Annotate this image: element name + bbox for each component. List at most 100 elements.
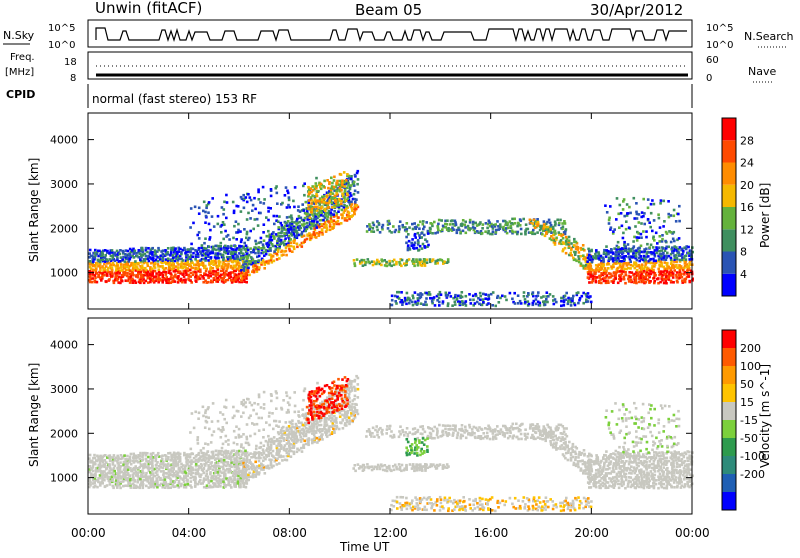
power-cell bbox=[675, 264, 678, 267]
power-cell bbox=[474, 222, 477, 225]
velocity-cell bbox=[171, 470, 174, 473]
power-cell bbox=[350, 201, 353, 204]
power-cell bbox=[306, 225, 309, 228]
power-cell bbox=[562, 241, 565, 244]
power-cell bbox=[447, 227, 450, 230]
velocity-cell bbox=[160, 470, 163, 473]
power-cell bbox=[357, 170, 360, 173]
power-cell bbox=[353, 181, 356, 184]
power-cell bbox=[260, 241, 263, 244]
power-cell bbox=[368, 261, 371, 264]
power-cell bbox=[431, 232, 434, 235]
power-cell bbox=[411, 301, 414, 304]
power-cell bbox=[647, 207, 650, 210]
power-cell bbox=[307, 186, 310, 189]
velocity-cell bbox=[204, 412, 207, 415]
power-cell bbox=[398, 261, 401, 264]
power-cell bbox=[432, 258, 435, 261]
power-cell bbox=[681, 253, 684, 256]
power-cell bbox=[564, 222, 567, 225]
power-cell bbox=[479, 299, 482, 302]
power-cell bbox=[441, 228, 444, 231]
power-cell bbox=[458, 229, 461, 232]
velocity-cell bbox=[186, 453, 189, 456]
velocity-cell bbox=[332, 428, 335, 431]
velocity-cell bbox=[248, 472, 251, 475]
power-cell bbox=[265, 253, 268, 256]
power-cell bbox=[186, 267, 189, 270]
velocity-cell bbox=[335, 425, 338, 428]
power-cell bbox=[438, 301, 441, 304]
power-cell bbox=[497, 295, 500, 298]
power-cell bbox=[464, 226, 467, 229]
power-cell bbox=[499, 226, 502, 229]
velocity-cell bbox=[348, 423, 351, 426]
power-cell bbox=[333, 179, 336, 182]
freq-label-1: Freq. bbox=[10, 52, 35, 63]
power-cell bbox=[484, 230, 487, 233]
power-cell bbox=[388, 260, 391, 263]
power-cell bbox=[259, 212, 262, 215]
power-cell bbox=[141, 274, 144, 277]
power-cell bbox=[675, 261, 678, 264]
power-cell bbox=[311, 199, 314, 202]
power-cell bbox=[672, 272, 675, 275]
power-cell bbox=[319, 219, 322, 222]
power-cell bbox=[105, 280, 108, 283]
velocity-cell bbox=[96, 455, 99, 458]
power-cell bbox=[438, 304, 441, 307]
power-cell bbox=[255, 243, 258, 246]
velocity-cell bbox=[209, 485, 212, 488]
power-cell bbox=[622, 208, 625, 211]
power-cell bbox=[673, 209, 676, 212]
power-cell bbox=[670, 241, 673, 244]
power-cell bbox=[332, 213, 335, 216]
velocity-cell bbox=[259, 457, 262, 460]
power-cell bbox=[589, 268, 592, 271]
power-cell bbox=[499, 223, 502, 226]
velocity-cell bbox=[202, 452, 205, 455]
power-cell bbox=[273, 215, 276, 218]
power-cell bbox=[354, 190, 357, 193]
power-cell bbox=[415, 247, 418, 250]
power-cell bbox=[418, 249, 421, 252]
power-cell bbox=[619, 255, 622, 258]
power-cell bbox=[303, 209, 306, 212]
power-cell bbox=[672, 281, 675, 284]
power-cell bbox=[472, 299, 475, 302]
power-cell bbox=[511, 298, 514, 301]
power-cell bbox=[665, 231, 668, 234]
power-cell bbox=[346, 192, 349, 195]
power-cell bbox=[214, 260, 217, 263]
power-cell bbox=[387, 227, 390, 230]
power-cell bbox=[661, 238, 664, 241]
velocity-cell bbox=[108, 476, 111, 479]
velocity-cell bbox=[109, 454, 112, 457]
power-cell bbox=[309, 216, 312, 219]
power-cell bbox=[134, 250, 137, 253]
velocity-cell bbox=[172, 484, 175, 487]
power-cell bbox=[607, 262, 610, 265]
power-cell bbox=[316, 221, 319, 224]
power-cell bbox=[658, 250, 661, 253]
power-cell bbox=[568, 236, 571, 239]
velocity-cell bbox=[224, 450, 227, 453]
velocity-cell bbox=[328, 395, 331, 398]
power-cell bbox=[258, 255, 261, 258]
power-cell bbox=[340, 189, 343, 192]
power-cell bbox=[190, 207, 193, 210]
velocity-cell bbox=[262, 448, 265, 451]
power-cell bbox=[338, 198, 341, 201]
power-cell bbox=[658, 246, 661, 249]
power-cell bbox=[243, 257, 246, 260]
power-cell bbox=[320, 223, 323, 226]
power-cell bbox=[167, 247, 170, 250]
power-cell bbox=[636, 269, 639, 272]
velocity-cell bbox=[189, 477, 192, 480]
power-cell bbox=[491, 233, 494, 236]
power-cell bbox=[502, 226, 505, 229]
power-cell bbox=[388, 220, 391, 223]
power-cell bbox=[330, 177, 333, 180]
power-cell bbox=[445, 226, 448, 229]
power-cell bbox=[249, 217, 252, 220]
